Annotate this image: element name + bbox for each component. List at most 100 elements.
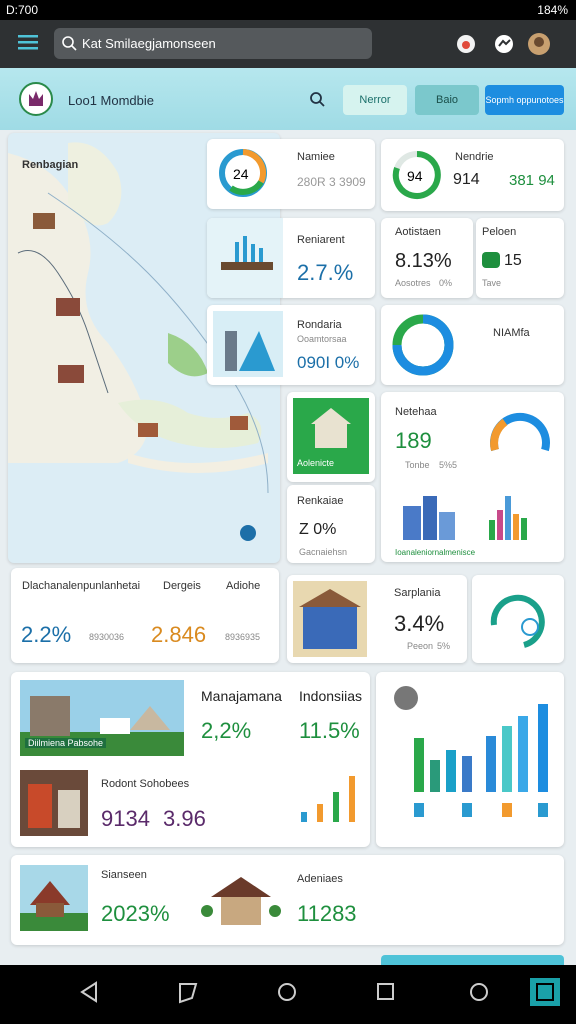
header-title: Loo1 Momdbie (68, 93, 154, 108)
stat-card: Reniarent 2.7.% (207, 218, 375, 298)
card-extra: 5%5 (439, 460, 458, 470)
donut (392, 151, 441, 199)
card-note: Tonbe (405, 460, 430, 470)
card-extra: 0% (439, 278, 453, 288)
feature-title: Indonsiias (299, 688, 363, 704)
status-bar: D:700 184% (0, 0, 576, 20)
image (293, 581, 367, 657)
header-button[interactable]: Nerror (343, 85, 407, 115)
bottom-card: Sianseen 2023% Adeniaes 11283 (11, 855, 564, 945)
bottom-value: 11283 (297, 901, 357, 926)
top-bar: Kat Smilaegjamonseen (0, 20, 576, 68)
illustration (403, 496, 527, 540)
stats-card: Dlachanalenpunlanhetai Dergeis Adiohe 2.… (11, 568, 279, 663)
chart-card (376, 672, 564, 847)
building (311, 408, 351, 448)
nav-bar (0, 965, 576, 1024)
chart-card (472, 575, 564, 663)
top-icons[interactable] (455, 32, 565, 58)
search-text: Kat Smilaegjamonseen (82, 36, 216, 51)
sub-title: Rodont Sohobees (101, 778, 190, 790)
stat-card: 24 Namiee 280R 3 3909 (207, 139, 375, 209)
stat-label: Dergeis (163, 580, 201, 592)
card-value: 8.13% (395, 250, 452, 272)
card-value: 189 (395, 428, 432, 453)
donut (219, 149, 267, 197)
feature-title: Manajamana (201, 688, 282, 704)
card-note: Aosotres (395, 278, 431, 288)
chart-card: NIAMfa (381, 305, 564, 385)
card-title: Reniarent (297, 234, 345, 246)
feature-card: Diilmiena Pabsohe Manajamana Indonsiias … (11, 672, 370, 847)
illustration (213, 311, 283, 377)
card-note: Peeon (407, 641, 434, 651)
bottom-value: 2023% (101, 901, 170, 926)
card-title: Rondaria (297, 319, 342, 331)
stat-label: Adiohe (226, 580, 261, 592)
card-value: 2.7.% (297, 260, 354, 285)
card-caption: Ioanaleniornalmenisce (395, 548, 476, 557)
status-time: D:700 (6, 3, 39, 17)
menu-button[interactable] (18, 34, 40, 52)
card-extra: 381 94 (509, 172, 555, 189)
stat-label: Dlachanalenpunlanhetai (22, 580, 141, 592)
donut-label: 24 (233, 166, 249, 182)
bar-chart (394, 686, 548, 817)
search-box[interactable]: Kat Smilaegjamonseen (54, 28, 372, 59)
card-value: 280R 3 3909 (297, 175, 366, 189)
icon (482, 252, 500, 268)
card-title: Nendrie (455, 151, 494, 163)
card-note: Ooamtorsaa (297, 334, 347, 344)
card-value: Z 0% (299, 521, 337, 538)
stat-sub: 8936935 (225, 632, 261, 642)
header-button[interactable]: Baio (415, 85, 479, 115)
card-title: NIAMfa (493, 327, 530, 339)
stat-card: Aotistaen 8.13% Aosotres 0% (381, 218, 473, 298)
image (20, 770, 88, 836)
image (20, 865, 88, 931)
card-note: Tave (482, 278, 502, 288)
stat-card: Peloen 15 Tave (476, 218, 564, 298)
card-title: Aotistaen (395, 226, 441, 238)
card-title: Sarplania (394, 587, 441, 599)
header: Loo1 Momdbie Nerror Baio Sopmh oppunotoe… (0, 68, 576, 130)
stat-card: Sarplania 3.4% Peeon 5% (287, 575, 467, 663)
card-extra: 5% (437, 641, 451, 651)
arc-chart (490, 594, 545, 648)
image-card: Aolenicte (287, 392, 375, 482)
card-note: Gacnaiehsn (299, 547, 348, 557)
mini-bars (301, 776, 355, 822)
sub-value: 9134 (101, 806, 150, 831)
card-title: Netehaa (395, 406, 437, 418)
stat-value: 2.2% (21, 622, 72, 647)
nav-icons[interactable] (0, 965, 576, 1024)
stat-card: Renkaiae Z 0% Gacnaiehsn (287, 485, 375, 563)
battery: 184% (537, 3, 568, 17)
donut (392, 314, 454, 376)
header-button[interactable]: Sopmh oppunotoes (485, 85, 564, 115)
stat-card: 94 Nendrie 914 381 94 (381, 139, 564, 211)
tab-indicator (381, 955, 564, 965)
card-value: 090I 0% (297, 353, 360, 372)
donut-label: 94 (407, 168, 423, 184)
illustration (201, 877, 281, 925)
header-search[interactable] (310, 92, 326, 108)
map (8, 142, 269, 541)
card-value: 3.4% (394, 611, 445, 636)
card-title: Namiee (297, 151, 335, 163)
card-value: 914 (453, 171, 480, 188)
donut (490, 412, 550, 452)
bottom-title: Sianseen (101, 869, 147, 881)
card-title: Renkaiae (297, 495, 344, 507)
chart-card: Netehaa 189 Tonbe 5%5 Ioanaleniornalmeni… (381, 392, 564, 562)
illustration (221, 236, 273, 270)
feature-value: 11.5% (299, 718, 360, 743)
stat-sub: 8930036 (89, 632, 125, 642)
card-value: 15 (504, 252, 522, 269)
image-label: Diilmiena Pabsohe (25, 738, 107, 748)
feature-value: 2,2% (201, 718, 252, 743)
logo (19, 82, 53, 116)
image-label: Aolenicte (297, 458, 335, 468)
search-icon (62, 36, 77, 51)
